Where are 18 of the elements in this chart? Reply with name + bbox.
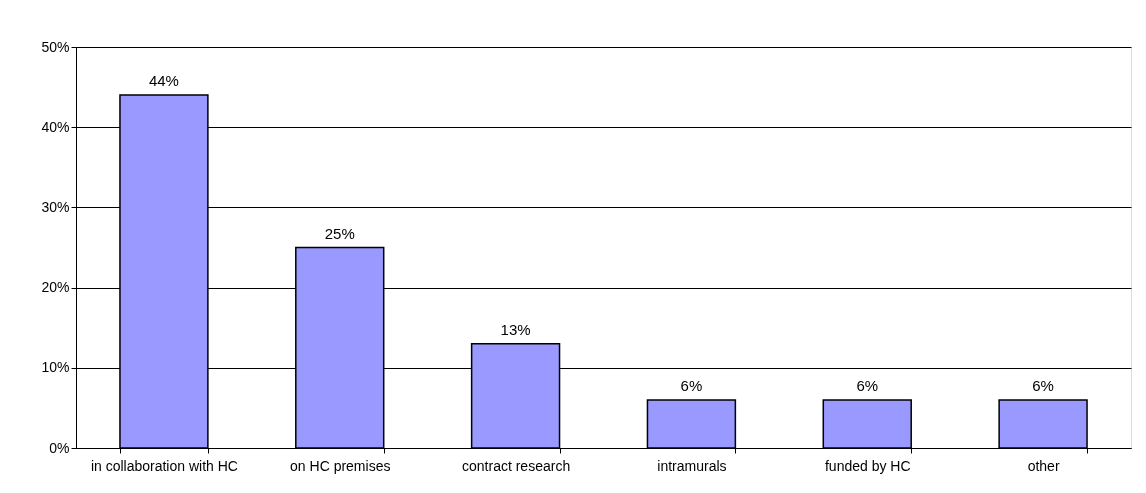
- y-tick-label: 50%: [41, 38, 70, 55]
- data-label: 6%: [856, 376, 879, 394]
- y-tick-label: 20%: [41, 279, 70, 296]
- y-tick-label: 10%: [41, 359, 70, 376]
- data-label: 25%: [324, 224, 355, 242]
- y-tick-label: 30%: [41, 198, 70, 215]
- x-tick-label: other: [1027, 457, 1060, 474]
- y-tick-label: 40%: [41, 118, 70, 135]
- x-tick-label: in collaboration with HC: [90, 457, 238, 474]
- data-label: 44%: [148, 72, 179, 90]
- data-label: 6%: [1032, 376, 1054, 394]
- x-tick-label: funded by HC: [824, 457, 911, 474]
- x-tick-label: intramurals: [657, 457, 727, 474]
- data-label: 13%: [500, 320, 531, 338]
- data-label: 6%: [680, 376, 703, 394]
- y-tick-label: 0%: [49, 439, 70, 456]
- x-tick-label: contract research: [462, 457, 571, 474]
- x-tick-label: on HC premises: [290, 457, 391, 474]
